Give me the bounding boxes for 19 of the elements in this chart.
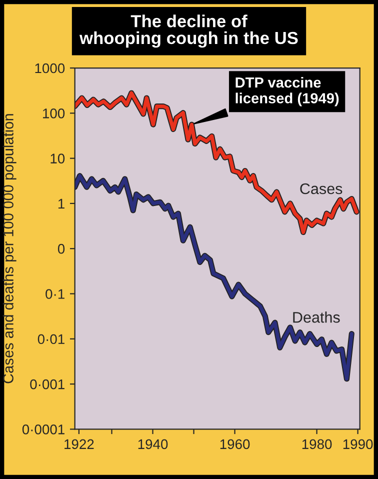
y-axis-title: Cases and deaths per 100 000 population <box>2 114 16 384</box>
series-label: Cases <box>300 183 342 194</box>
y-tick-label: 1000 <box>35 63 65 74</box>
y-tick-label: 0·01 <box>38 334 64 344</box>
y-tick-label: 0·0001 <box>22 424 64 434</box>
y-tick-label: 0 <box>58 244 65 254</box>
y-tick-label: 100 <box>43 108 65 118</box>
x-tick-label: 1922 <box>64 439 94 450</box>
x-tick-label: 1940 <box>138 439 168 450</box>
x-tick-label: 1980 <box>302 439 332 450</box>
y-tick-label: 1 <box>58 198 64 208</box>
y-tick-label: 0·1 <box>46 289 64 299</box>
x-tick-label: 1990 <box>343 439 373 450</box>
x-tick-label: 1960 <box>220 439 250 450</box>
chart-title: The decline of whooping cough in the US <box>80 14 298 48</box>
series-label: Deaths <box>293 312 340 323</box>
y-tick-label: 10 <box>50 154 65 164</box>
y-tick-label: 0·001 <box>30 379 64 390</box>
annotation: DTP vaccine licensed (1949) <box>236 76 339 106</box>
